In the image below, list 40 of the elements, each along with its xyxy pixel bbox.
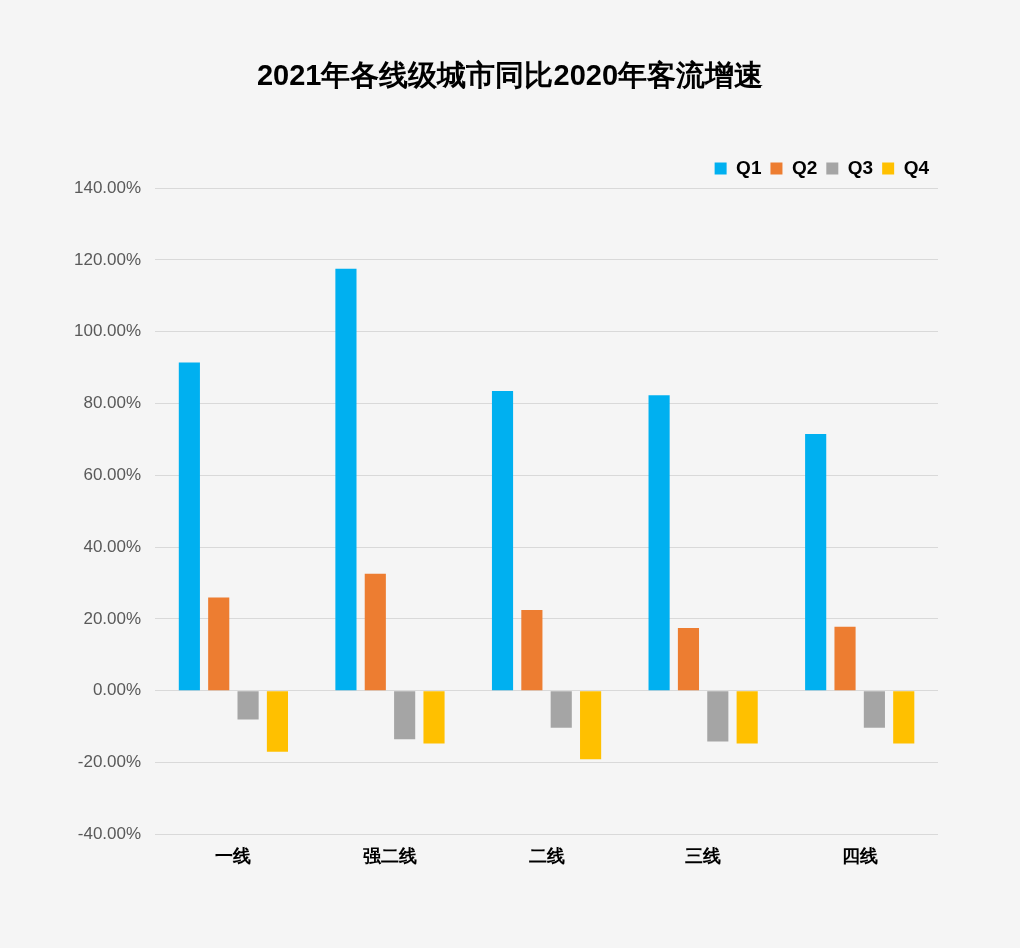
y-tick-label: -20.00% [77,752,142,772]
x-tick-label: 四线 [841,846,878,867]
bar [707,691,729,742]
legend-label: Q2 [791,156,818,178]
y-tick-label: 60.00% [83,464,142,484]
x-tick-label: 一线 [215,846,252,867]
bar [893,691,915,744]
bar [394,691,416,740]
bar [521,609,543,691]
x-tick-label: 三线 [685,846,722,867]
bar [863,691,885,728]
bar [178,362,200,691]
bar [266,691,289,752]
bar [237,691,259,720]
y-tick-label: 80.00% [83,393,142,413]
bar [208,597,230,691]
legend-label: Q4 [903,156,930,178]
legend-label: Q1 [736,156,762,178]
bar [648,395,670,691]
bar [335,268,357,691]
bar [805,433,827,691]
y-tick-label: 140.00% [73,177,142,197]
y-tick-label: -40.00% [77,824,142,844]
chart-title: 2021年各线级城市同比2020年客流增速 [256,58,764,93]
bar [364,573,386,691]
bar [423,691,445,744]
x-tick-label: 二线 [528,846,565,867]
bar [580,691,602,760]
y-tick-label: 0.00% [92,680,142,700]
y-tick-label: 120.00% [73,249,142,269]
y-tick-label: 40.00% [83,536,142,556]
y-tick-label: 20.00% [83,608,142,628]
bar [736,691,758,744]
bar [677,627,700,691]
legend-label: Q3 [847,156,874,178]
bar [834,626,856,691]
bar [550,691,572,728]
bar [491,390,514,691]
x-tick-label: 强二线 [362,846,417,867]
y-tick-label: 100.00% [73,321,142,341]
